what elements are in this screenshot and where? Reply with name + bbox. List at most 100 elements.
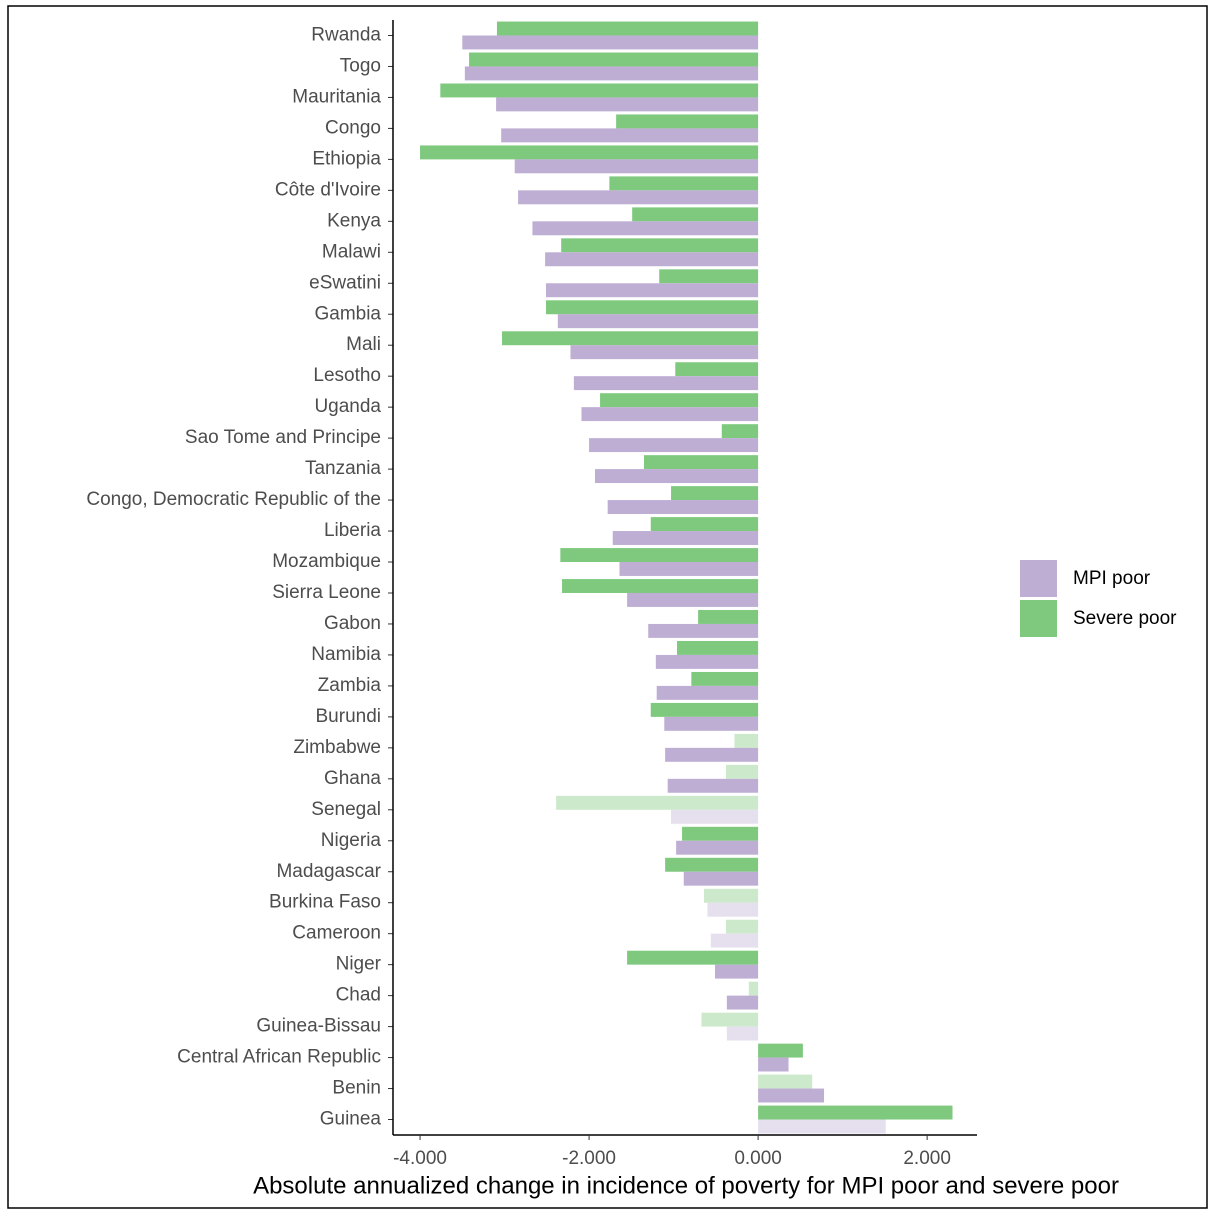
bar [581,407,759,422]
y-tick-label: Central African Republic [177,1047,381,1068]
bar [704,888,759,903]
bar [589,438,759,453]
y-tick-label: Namibia [311,644,381,665]
bar [556,795,759,810]
bar [691,671,759,686]
y-tick-label: Niger [336,954,382,975]
y-tick-label: Madagascar [276,861,381,882]
y-tick-label: Kenya [327,210,381,231]
y-tick-label: Gabon [324,613,381,634]
bar [570,345,759,360]
y-tick-label: Sao Tome and Principe [185,427,381,448]
bar [725,764,759,779]
y-tick-label: Mali [346,334,381,355]
y-tick-label: Zimbabwe [293,737,381,758]
y-tick-label: Nigeria [321,830,382,851]
y-tick-label: Benin [332,1078,381,1099]
bar [573,376,759,391]
bar [440,83,759,98]
frame [7,5,1208,1209]
bar [675,362,759,377]
bar [464,66,759,81]
bar [659,269,759,284]
legend-swatch [1020,560,1057,597]
bar [545,283,759,298]
bar [627,950,759,965]
y-tick-label: Mozambique [272,551,381,572]
y-tick-label: Congo, Democratic Republic of the [86,489,381,510]
bar [545,252,759,267]
bar [725,919,759,934]
y-tick-label: Rwanda [311,25,381,46]
bar [664,716,759,731]
y-tick-label: Senegal [311,799,381,820]
y-tick-label: Guinea [320,1109,382,1130]
bar [560,548,759,563]
bar [609,176,759,191]
bar [715,964,759,979]
bar [532,221,759,236]
bar [758,1105,953,1120]
y-tick-label: eSwatini [309,272,381,293]
bar [562,579,759,593]
y-tick-label: Côte d'Ivoire [275,179,381,200]
y-tick-label: Chad [336,985,381,1006]
y-tick-label: Cameroon [292,923,381,944]
x-tick-label: -4.000 [393,1148,447,1169]
bar [671,486,759,501]
bar [698,610,759,624]
bar [594,469,759,484]
bar [758,1119,886,1134]
y-tick-label: Ethiopia [312,148,381,169]
bar [701,1012,759,1027]
bar [665,857,759,872]
bar [676,640,759,655]
bar [496,21,759,36]
bar [616,114,759,129]
bar [710,933,759,948]
bar [671,809,759,824]
y-tick-label: Ghana [324,768,381,789]
bar [462,35,759,50]
bar [545,300,759,315]
bar [726,1026,759,1041]
y-tick-label: Guinea-Bissau [256,1016,381,1037]
bar [612,531,759,545]
bar [557,314,759,329]
bar [644,455,759,470]
bar [748,981,759,996]
y-tick-label: Liberia [324,520,381,541]
bar [721,424,759,439]
bar [758,1043,803,1058]
bar [665,747,759,762]
y-tick-label: Sierra Leone [272,582,381,603]
legend-label: Severe poor [1073,608,1177,629]
bar [600,393,759,408]
y-tick-label: Burundi [316,706,382,727]
y-tick-label: Gambia [314,303,381,324]
bar [518,190,759,205]
legend-label: MPI poor [1073,568,1151,589]
bar [627,592,759,607]
bar [648,623,759,638]
bar [496,97,759,112]
bar [734,733,759,748]
y-tick-label: Lesotho [313,365,381,386]
bar [469,52,759,67]
bar [501,128,759,143]
bar [758,1088,825,1103]
bar [514,159,759,174]
legend-swatch [1020,600,1057,637]
y-tick-label: Tanzania [305,458,381,479]
bar [650,702,759,717]
y-tick-label: Mauritania [292,86,381,107]
bar [655,654,759,669]
x-tick-label: 2.000 [903,1148,951,1169]
bar [707,902,759,917]
bar [619,562,759,576]
y-tick-label: Uganda [314,396,381,417]
bar [676,840,759,855]
bar [667,778,759,793]
bar [632,207,759,222]
bar [758,1074,813,1089]
